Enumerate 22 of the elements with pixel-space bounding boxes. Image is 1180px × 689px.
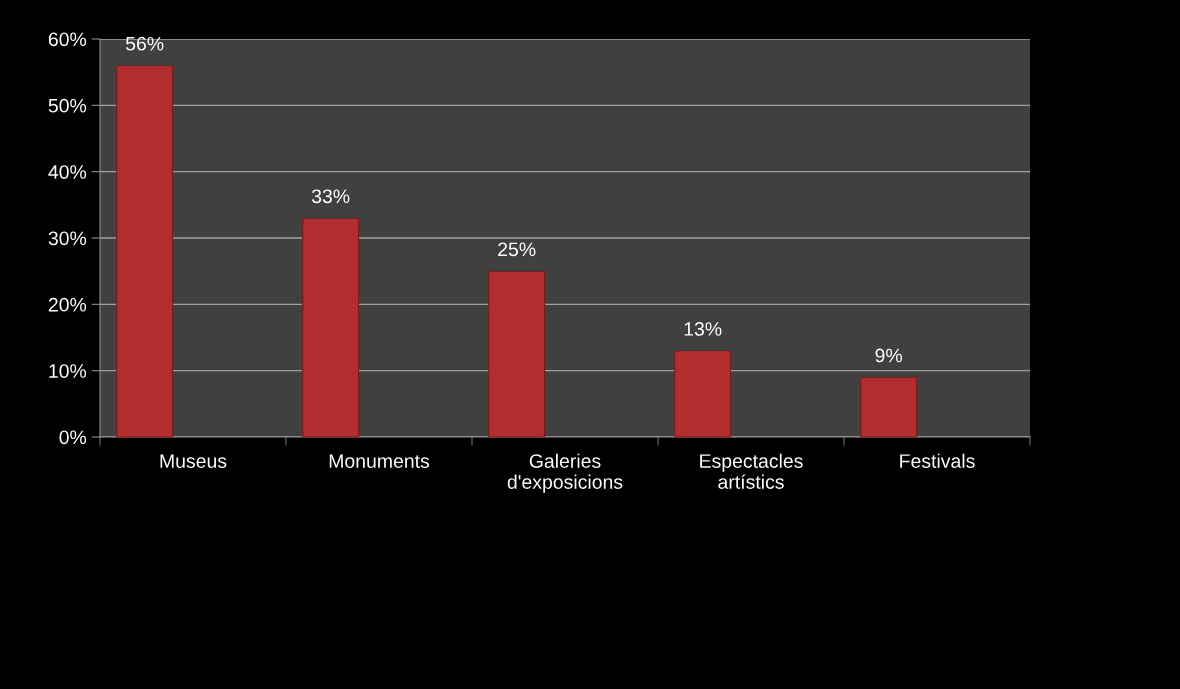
bar <box>116 64 174 437</box>
y-tick-label: 50% <box>48 98 87 113</box>
data-label: 9% <box>875 348 902 363</box>
data-label: 33% <box>311 189 350 204</box>
y-tick-label: 0% <box>59 430 87 445</box>
x-tick-label: Monuments <box>329 454 430 468</box>
x-tick-label: Espectacles artístics <box>700 453 803 489</box>
x-tick-label: Museus <box>160 454 227 468</box>
data-label: 13% <box>684 322 722 336</box>
y-tick-label: 10% <box>49 364 87 378</box>
y-tick-label: 20% <box>48 297 87 312</box>
bar <box>674 350 732 437</box>
x-tick-label: Festivals <box>900 453 975 468</box>
bar <box>488 270 546 437</box>
bar <box>302 217 360 437</box>
data-label: 56% <box>125 36 164 51</box>
x-tick-label: Galeries d'exposicions <box>507 453 623 493</box>
y-tick-label: 60% <box>48 32 87 47</box>
y-tick-label: 40% <box>48 165 87 179</box>
bar <box>860 376 918 437</box>
data-label: 25% <box>498 242 536 257</box>
y-tick-label: 30% <box>48 231 87 246</box>
